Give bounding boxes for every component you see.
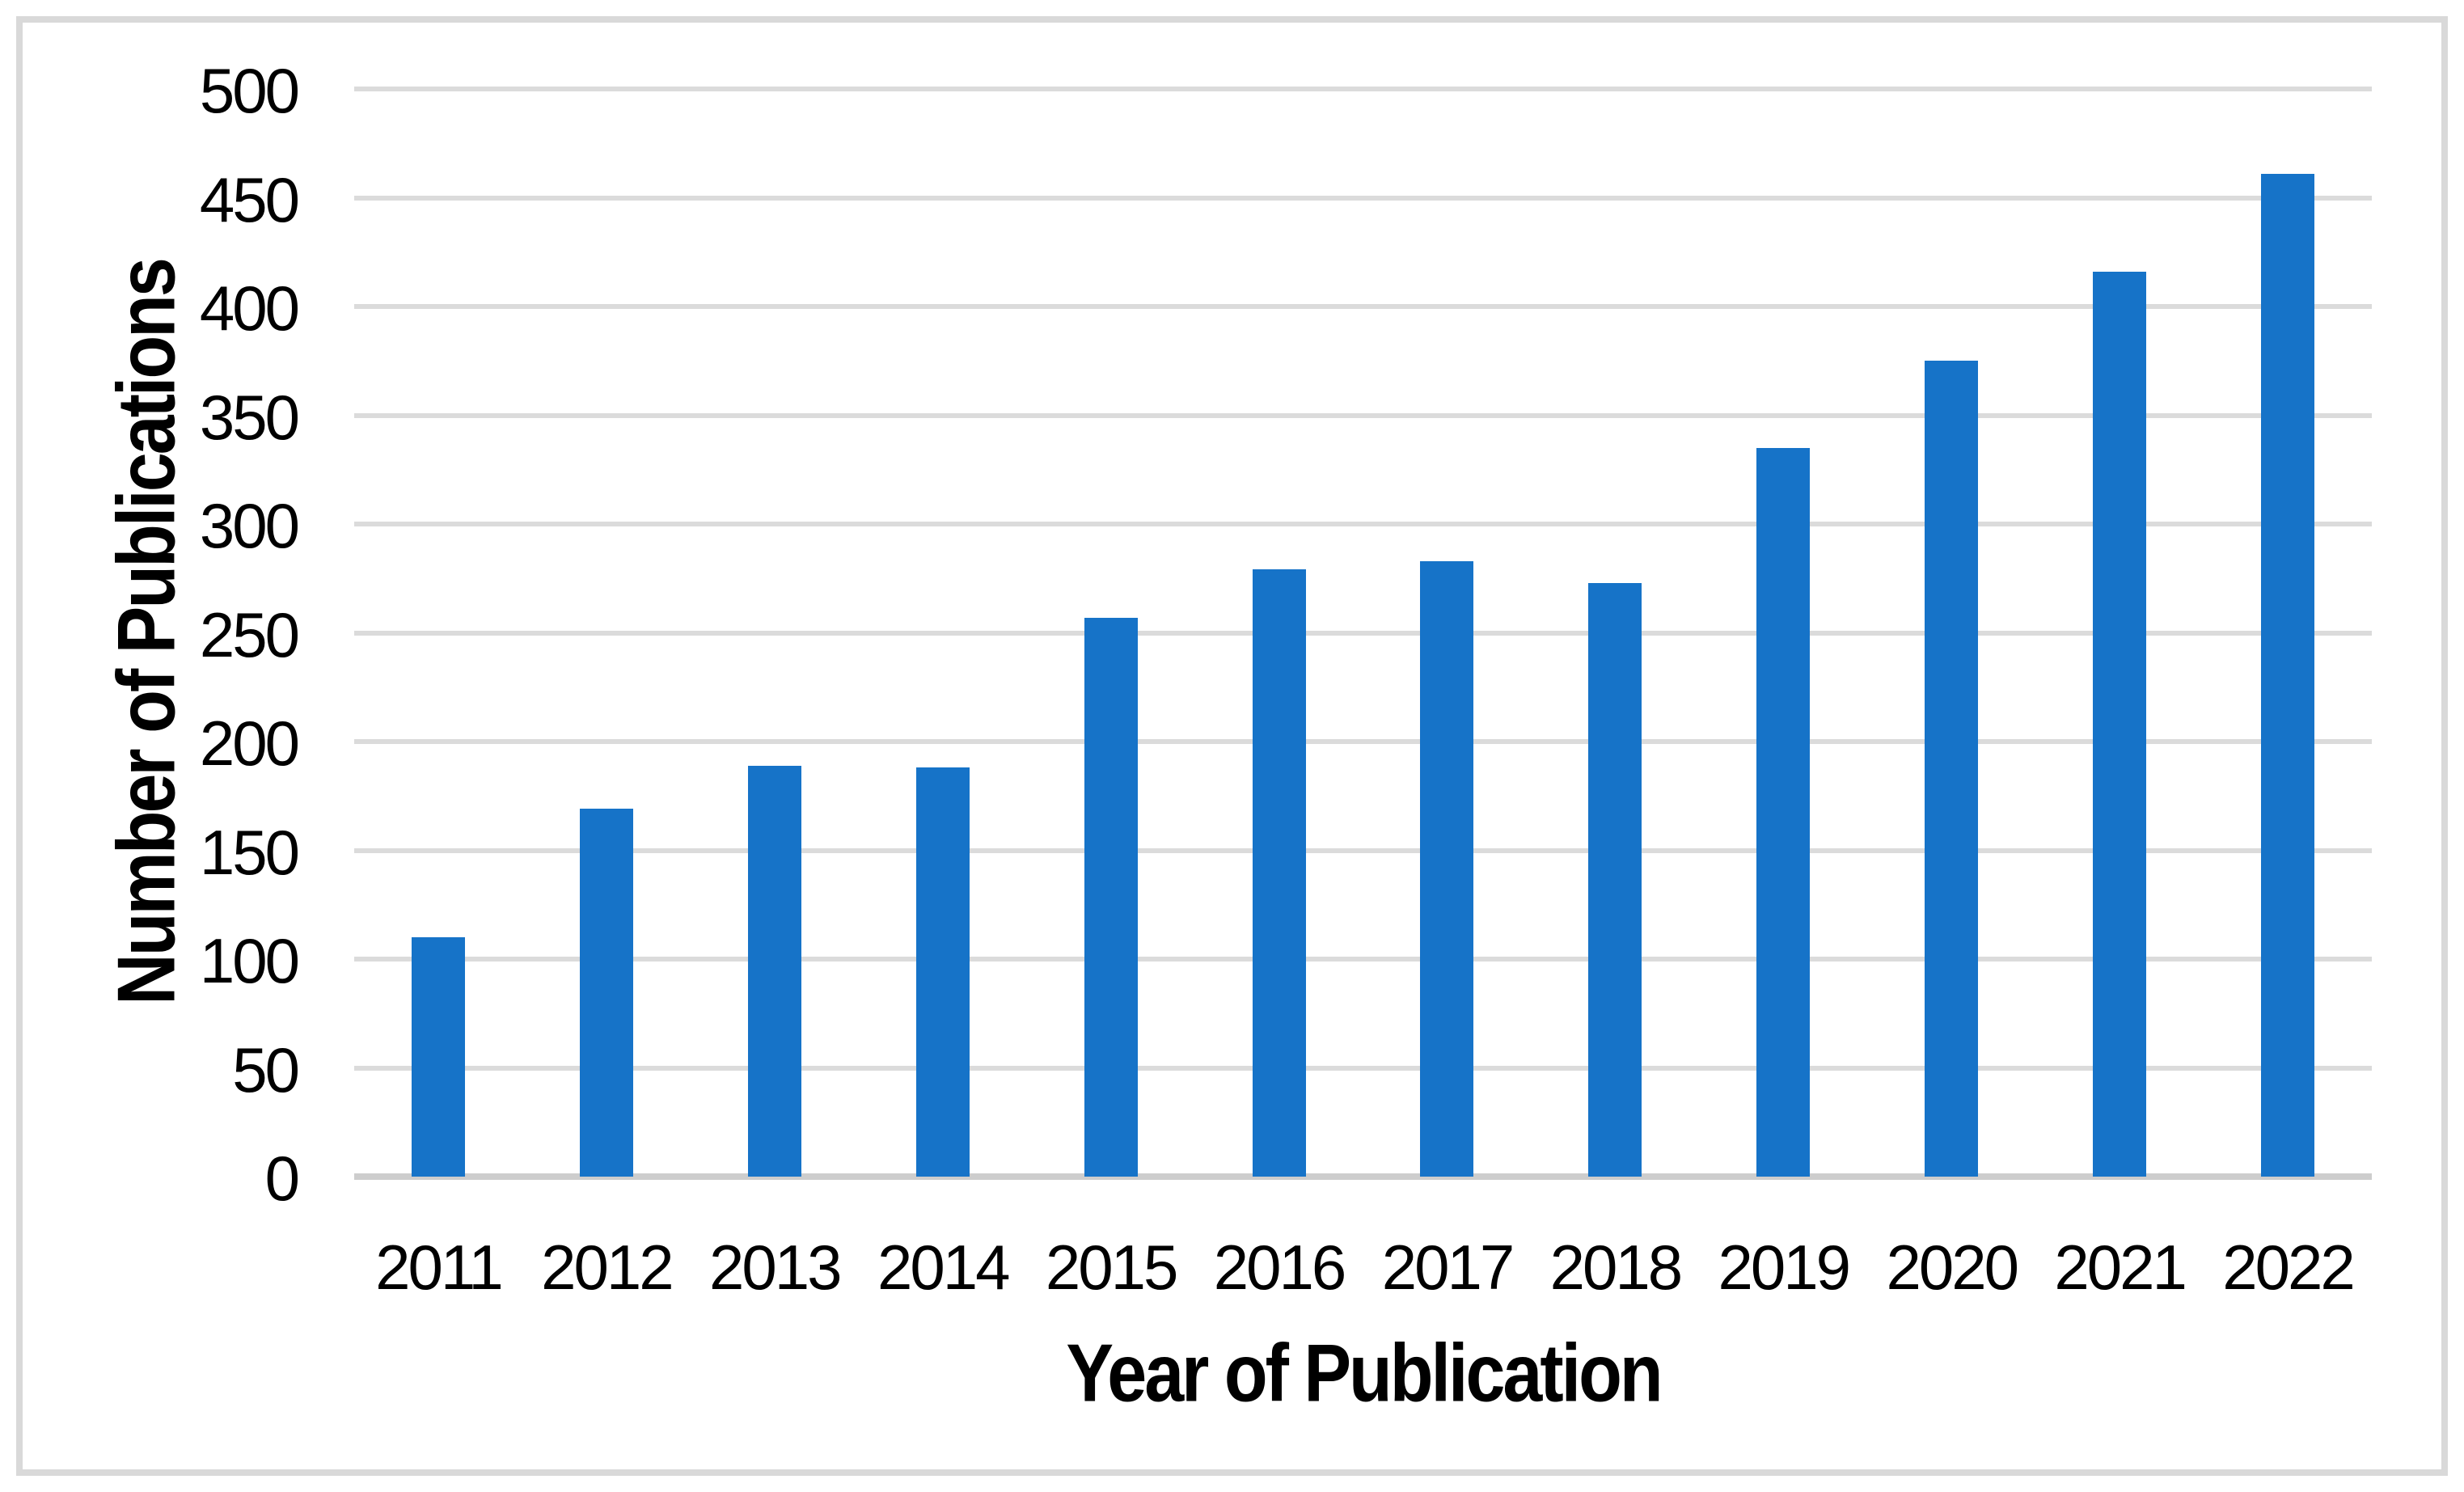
gridline-100 — [354, 957, 2372, 962]
gridline-350 — [354, 412, 2372, 418]
gridline-200 — [354, 739, 2372, 744]
gridline-250 — [354, 630, 2372, 636]
y-tick-label-0: 0 — [264, 1143, 300, 1214]
bar-2018 — [1588, 583, 1642, 1177]
gridline-450 — [354, 195, 2372, 201]
x-axis-line — [354, 1173, 2372, 1180]
x-tick-label-2012: 2012 — [541, 1232, 674, 1303]
gridline-500 — [354, 87, 2372, 91]
y-tick-label-200: 200 — [199, 708, 300, 779]
y-tick-label-350: 350 — [199, 381, 300, 453]
bar-2014 — [915, 767, 970, 1177]
x-tick-label-2016: 2016 — [1213, 1232, 1347, 1303]
x-tick-label-2014: 2014 — [877, 1232, 1011, 1303]
bar-2015 — [1084, 618, 1138, 1177]
bar-2012 — [579, 809, 633, 1177]
gridline-50 — [354, 1065, 2372, 1071]
y-tick-label-100: 100 — [199, 925, 300, 996]
x-tick-label-2013: 2013 — [709, 1232, 843, 1303]
plot-area — [354, 87, 2372, 1180]
y-tick-label-400: 400 — [199, 273, 300, 344]
x-tick-label-2015: 2015 — [1045, 1232, 1179, 1303]
bar-2022 — [2261, 174, 2315, 1177]
bar-2016 — [1252, 569, 1306, 1177]
x-axis-title: Year of Publication — [1066, 1326, 1663, 1419]
x-tick-label-2021: 2021 — [2054, 1232, 2187, 1303]
gridline-300 — [354, 522, 2372, 526]
bar-2019 — [1756, 448, 1811, 1177]
y-tick-label-300: 300 — [199, 490, 300, 561]
x-tick-label-2022: 2022 — [2222, 1232, 2356, 1303]
gridline-150 — [354, 847, 2372, 853]
y-tick-label-150: 150 — [199, 816, 300, 888]
y-tick-label-50: 50 — [232, 1033, 300, 1105]
bar-2021 — [2093, 272, 2147, 1177]
bar-2017 — [1420, 561, 1474, 1177]
x-tick-label-2011: 2011 — [375, 1232, 504, 1303]
y-axis-title: Number of Publications — [99, 260, 192, 1005]
x-tick-label-2019: 2019 — [1718, 1232, 1852, 1303]
gridline-400 — [354, 304, 2372, 309]
y-tick-label-450: 450 — [199, 163, 300, 235]
x-tick-label-2020: 2020 — [1886, 1232, 2019, 1303]
chart-outer-frame — [16, 16, 2448, 1476]
bar-2020 — [1925, 361, 1979, 1177]
bar-2013 — [747, 766, 801, 1177]
bar-2011 — [411, 937, 465, 1177]
y-tick-label-500: 500 — [199, 55, 300, 126]
x-tick-label-2018: 2018 — [1549, 1232, 1684, 1303]
x-tick-label-2017: 2017 — [1381, 1232, 1515, 1303]
y-tick-label-250: 250 — [199, 598, 300, 670]
